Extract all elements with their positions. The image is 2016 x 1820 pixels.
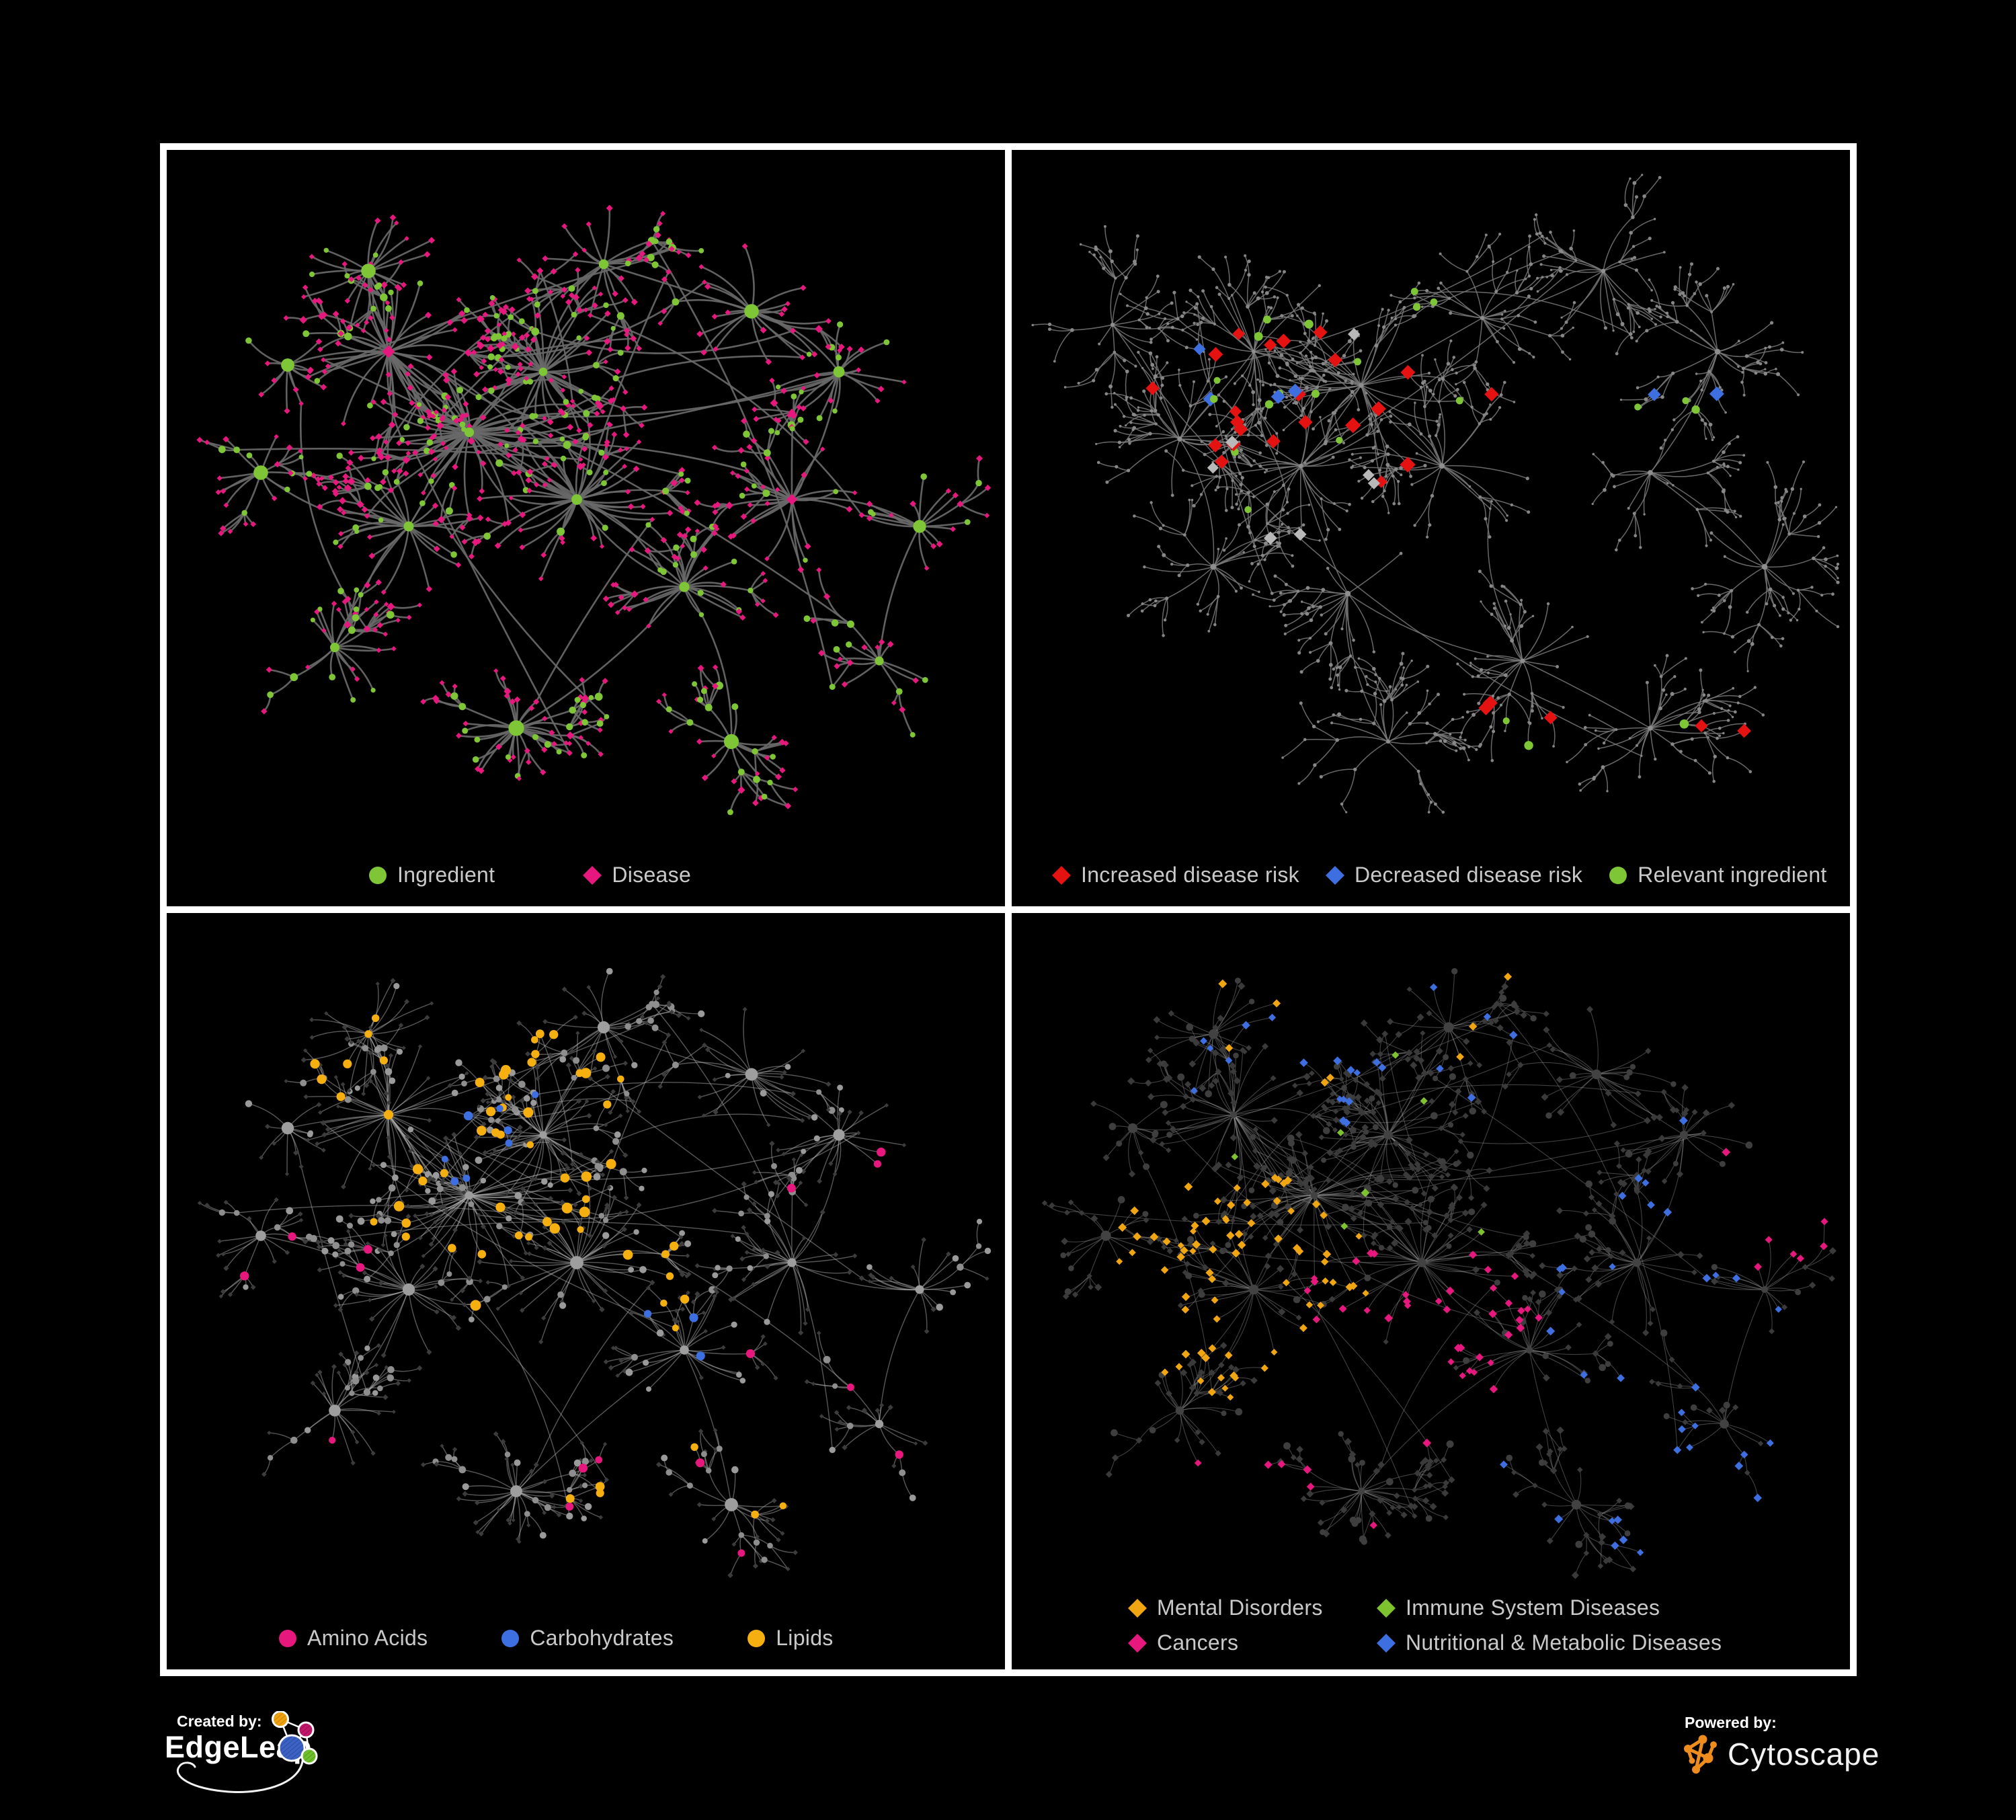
legend-label: Ingredient xyxy=(397,863,495,887)
legend-circle-icon xyxy=(748,1629,766,1647)
legend-item: Increased disease risk xyxy=(1051,863,1299,887)
network-highlight-nodes xyxy=(1116,972,1828,1556)
legend-circle-icon xyxy=(369,866,387,884)
created-by-label: Created by: xyxy=(177,1712,262,1730)
cytoscape-icon xyxy=(1684,1735,1717,1774)
legend-label: Increased disease risk xyxy=(1081,863,1299,887)
legend-disease-classes: Mental Disorders Immune System Diseases Ca… xyxy=(1127,1595,1722,1655)
network-highlight-nodes xyxy=(240,1014,903,1557)
network-graph-nutrient-classes xyxy=(197,967,992,1579)
legend-nutrient-classes: Amino Acids Carbohydrates Lipids xyxy=(278,1626,834,1651)
cytoscape-logo: Powered by: Cytoscape xyxy=(1682,1714,1964,1801)
panel-ingredient-disease: Ingredient Disease xyxy=(167,150,1005,906)
legend-disease-risk: Increased disease risk Decreased disease … xyxy=(1051,863,1827,887)
figure-grid: Ingredient Disease Increased disease risk… xyxy=(160,143,1857,1676)
edgeleap-network-icon xyxy=(177,1711,318,1794)
legend-label: Cancers xyxy=(1157,1630,1239,1655)
legend-item: Immune System Diseases xyxy=(1376,1595,1722,1620)
edgeleap-logo: Created by: EdgeLeap xyxy=(165,1711,393,1819)
legend-label: Carbohydrates xyxy=(530,1626,674,1650)
legend-label: Lipids xyxy=(776,1626,834,1650)
legend-circle-icon xyxy=(501,1629,520,1647)
cytoscape-wordmark: Cytoscape xyxy=(1728,1737,1880,1772)
legend-diamond-icon xyxy=(1325,865,1344,885)
legend-diamond-icon xyxy=(1128,1633,1147,1653)
network-nodes xyxy=(1031,173,1840,814)
legend-item: Ingredient xyxy=(368,863,495,887)
legend-diamond-icon xyxy=(1377,1598,1396,1618)
legend-ingredient-disease: Ingredient Disease xyxy=(368,863,691,887)
network-nodes xyxy=(196,204,992,816)
legend-diamond-icon xyxy=(1377,1633,1396,1653)
powered-by-label: Powered by: xyxy=(1685,1714,1777,1731)
legend-item: Relevant ingredient xyxy=(1608,863,1826,887)
legend-label: Decreased disease risk xyxy=(1354,863,1583,887)
legend-diamond-icon xyxy=(583,865,602,885)
legend-item: Decreased disease risk xyxy=(1325,863,1582,887)
legend-item: Mental Disorders xyxy=(1127,1595,1376,1620)
panel-disease-risk: Increased disease risk Decreased disease … xyxy=(1012,150,1850,906)
legend-label: Nutritional & Metabolic Diseases xyxy=(1406,1630,1722,1655)
network-graph-disease-risk xyxy=(1031,173,1840,814)
network-edges xyxy=(1032,174,1839,813)
legend-label: Immune System Diseases xyxy=(1406,1595,1660,1620)
legend-item: Amino Acids xyxy=(278,1626,428,1651)
network-graph-disease-classes xyxy=(1041,967,1837,1579)
legend-circle-icon xyxy=(1609,866,1627,884)
legend-item: Cancers xyxy=(1127,1630,1376,1655)
legend-item: Nutritional & Metabolic Diseases xyxy=(1376,1630,1722,1655)
network-highlight-nodes xyxy=(1145,288,1751,750)
panel-nutrient-classes: Amino Acids Carbohydrates Lipids xyxy=(167,913,1005,1669)
legend-item: Carbohydrates xyxy=(500,1626,674,1651)
legend-label: Relevant ingredient xyxy=(1638,863,1827,887)
legend-diamond-icon xyxy=(1052,865,1071,885)
legend-label: Mental Disorders xyxy=(1157,1595,1323,1620)
legend-circle-icon xyxy=(279,1629,296,1647)
panel-disease-classes: Mental Disorders Immune System Diseases Ca… xyxy=(1012,913,1850,1669)
legend-item: Disease xyxy=(582,863,691,887)
network-graph-ingredient-disease xyxy=(196,204,992,816)
legend-item: Lipids xyxy=(746,1626,833,1651)
legend-label: Amino Acids xyxy=(307,1626,428,1650)
legend-label: Disease xyxy=(612,863,692,887)
legend-diamond-icon xyxy=(1128,1598,1147,1618)
